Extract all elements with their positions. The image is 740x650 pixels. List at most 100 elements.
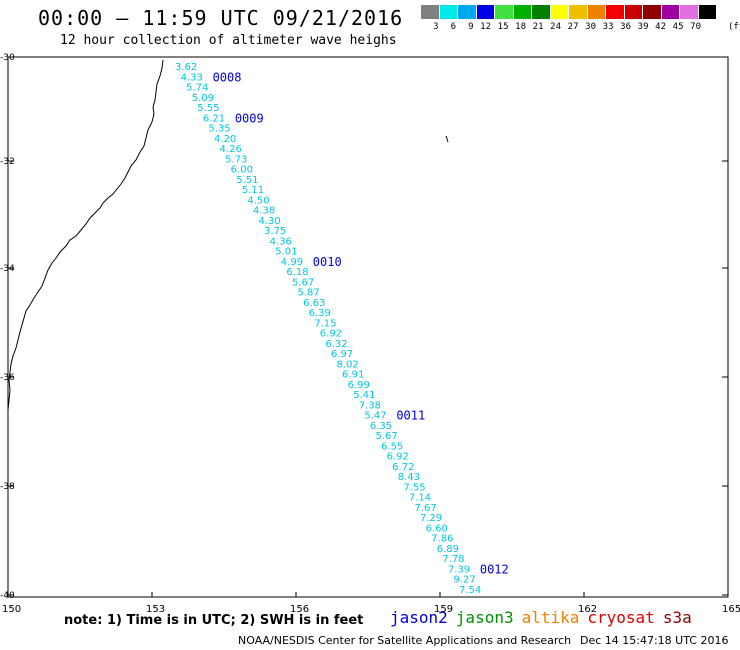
lat-tick-label: -34 [0,264,15,274]
legend-swatch [624,5,643,19]
legend-swatch [458,5,477,19]
time-label: 0009 [235,111,264,125]
timestamp-text: Dec 14 15:47:18 UTC 2016 [580,634,729,647]
swh-value: 5.87 [298,288,320,299]
legend-swatch [550,5,569,19]
swh-value: 6.97 [331,349,353,360]
swh-value: 8.02 [336,359,358,370]
satellite-jason2: jason2 [390,608,448,627]
lon-tick-label: 165 [722,604,740,615]
note-text: note: 1) Time is in UTC; 2) SWH is in fe… [64,613,364,628]
island-mark [445,135,449,143]
legend-label: 12 [480,22,491,32]
swh-value: 9.27 [453,575,475,586]
legend-swatch [698,5,717,19]
color-legend-labels: 3 6 9 12 15 18 21 24 27 30 33 36 39 42 45 70 [421,22,701,32]
swh-value: 7.15 [314,318,336,329]
legend-swatch [661,5,680,19]
map-frame [7,56,729,598]
legend-label: 42 [655,22,666,32]
legend-label: 70 [690,22,701,32]
satellite-jason3: jason3 [455,608,514,627]
legend-label: 30 [585,22,596,32]
swh-value: 5.51 [236,175,258,186]
legend-swatch [587,5,606,19]
swh-value: 3.75 [264,226,286,237]
lon-tick-label: 159 [434,604,453,615]
swh-value: 3.62 [175,62,197,73]
swh-value: 5.74 [186,83,208,94]
time-label: 0008 [213,70,242,84]
swh-value: 6.21 [203,113,225,124]
swh-value: 6.55 [381,441,403,452]
swh-value: 5.47 [364,411,386,422]
swh-value: 7.86 [431,534,453,545]
page-title: 00:00 – 11:59 UTC 09/21/2016 [38,6,404,30]
legend-label: 39 [637,22,649,32]
swh-value: 5.11 [242,185,264,196]
legend-label: 21 [532,22,544,32]
swh-value: 4.33 [181,72,203,83]
lat-tick-label: -38 [0,482,15,492]
swh-value: 5.01 [275,247,297,258]
color-legend [421,5,717,19]
swh-value: 6.91 [342,370,364,381]
swh-value: 4.99 [281,257,303,268]
coastline [7,59,164,411]
swh-value: 6.72 [392,462,414,473]
legend-label: 45 [672,22,684,32]
time-label: 0010 [313,255,342,269]
swh-value: 5.41 [353,390,375,401]
legend-unit: (ft) [728,22,740,32]
lon-tick-label: 156 [290,604,309,615]
swh-value: 7.55 [403,482,425,493]
swh-value: 7.54 [459,585,481,596]
legend-swatch [569,5,588,19]
swh-value: 6.60 [426,523,448,534]
swh-value: 7.38 [359,400,381,411]
legend-swatch [439,5,458,19]
satellite-cryosat: cryosat [587,608,655,627]
legend-label: 36 [620,22,631,32]
swh-value: 6.63 [303,298,325,309]
lat-tick-label: -36 [0,373,15,383]
legend-swatch [476,5,495,19]
time-label: 0011 [396,409,425,423]
swh-value: 5.67 [292,277,314,288]
swh-value: 4.20 [214,134,236,145]
legend-label: 9 [468,22,474,32]
swh-value: 4.50 [247,195,269,206]
swh-value: 5.35 [208,124,230,135]
lon-tick-label: 153 [146,604,165,615]
legend-label: 15 [497,22,509,32]
swh-value: 5.67 [375,431,397,442]
satellite-s3a: s3a [662,608,692,627]
swh-value: 6.00 [231,165,253,176]
legend-swatch [643,5,662,19]
lon-tick-label: 150 [2,604,21,615]
legend-swatch [532,5,551,19]
credit-text: NOAA/NESDIS Center for Satellite Applica… [238,634,572,647]
swh-value: 4.30 [259,216,281,227]
legend-label: 27 [567,22,579,32]
swh-value: 5.09 [192,93,214,104]
lat-tick-label: -30 [0,53,15,63]
legend-label: 18 [515,22,526,32]
satellite-legend: jason2 jason3 altika cryosat s3a [390,608,692,627]
page-subtitle: 12 hour collection of altimeter wave hei… [60,33,397,48]
swh-value: 6.32 [325,339,347,350]
legend-label: 6 [450,22,456,32]
swh-value: 6.99 [348,380,370,391]
swh-value: 6.18 [286,267,308,278]
legend-label: 3 [433,22,439,32]
legend-label: 33 [602,22,614,32]
swh-value: 8.43 [398,472,420,483]
legend-swatch [495,5,514,19]
swh-value: 6.35 [370,421,392,432]
swh-value: 6.89 [437,544,459,555]
lat-tick-label: -32 [0,157,15,167]
swh-value: 6.39 [309,308,331,319]
lon-tick-label: 162 [578,604,597,615]
swh-value: 6.92 [320,329,342,340]
swh-value: 5.55 [197,103,219,114]
